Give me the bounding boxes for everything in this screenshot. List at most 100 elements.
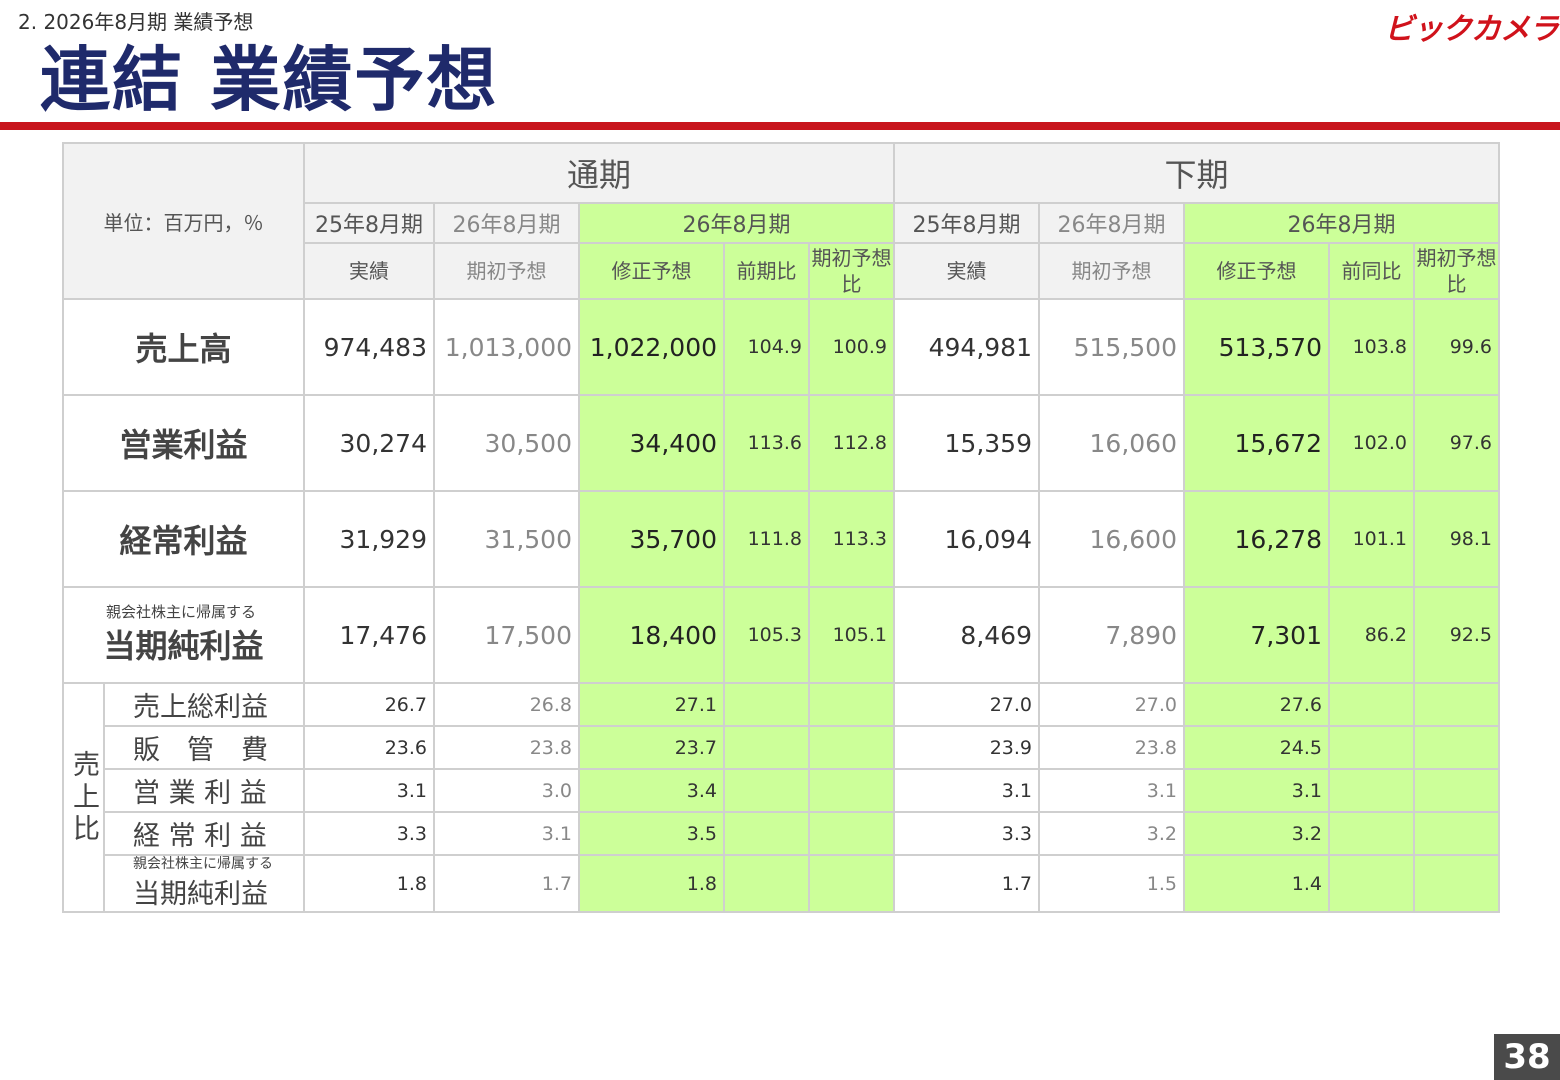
table-cell: 92.5 (1413, 586, 1500, 684)
column-header: 実績 (893, 242, 1040, 300)
table-cell: 8,469 (893, 586, 1040, 684)
table-cell (723, 725, 810, 770)
ratio-label-text: 営 業 利 益 (133, 778, 267, 809)
table-cell: 111.8 (723, 490, 810, 588)
ratio-label: 売上総利益 (103, 682, 305, 727)
table-cell: 31,929 (303, 490, 435, 588)
table-cell (723, 682, 810, 727)
year-header: 26年8月期 (578, 202, 895, 244)
table-cell: 3.5 (578, 811, 725, 856)
table-cell: 16,600 (1038, 490, 1185, 588)
year-header: 25年8月期 (893, 202, 1040, 244)
table-cell (1413, 682, 1500, 727)
table-cell: 27.6 (1183, 682, 1330, 727)
table-cell: 17,500 (433, 586, 580, 684)
ratio-label-text: 経 常 利 益 (133, 821, 267, 852)
table-cell (808, 811, 895, 856)
year-header: 26年8月期 (1183, 202, 1500, 244)
table-cell: 100.9 (808, 298, 895, 396)
table-cell (1328, 725, 1415, 770)
column-header: 前同比 (1328, 242, 1415, 300)
table-cell: 31,500 (433, 490, 580, 588)
table-cell (808, 725, 895, 770)
table-cell: 1.5 (1038, 854, 1185, 913)
table-cell: 3.2 (1038, 811, 1185, 856)
table-cell: 1.7 (433, 854, 580, 913)
ratio-label: 営 業 利 益 (103, 768, 305, 813)
table-cell (808, 768, 895, 813)
table-cell (1413, 725, 1500, 770)
ratio-row: 売上比 売上総利益 26.7 26.8 27.1 27.0 27.0 27.6 (62, 682, 1500, 913)
page-title: 連結 業績予想 (40, 39, 499, 121)
table-cell: 3.1 (433, 811, 580, 856)
row-label: 親会社株主に帰属する 当期純利益 (62, 586, 305, 684)
table-cell: 113.6 (723, 394, 810, 492)
table-cell: 23.7 (578, 725, 725, 770)
table-cell: 112.8 (808, 394, 895, 492)
ratio-label-prefix: 親会社株主に帰属する (133, 856, 273, 872)
page-number: 38 (1494, 1034, 1560, 1080)
table-cell (1328, 854, 1415, 913)
table-cell: 494,981 (893, 298, 1040, 396)
table-cell: 26.8 (433, 682, 580, 727)
table-cell: 105.1 (808, 586, 895, 684)
table-row: 営業利益 30,274 30,500 34,400 113.6 112.8 15,359 16… (62, 394, 1500, 492)
table-cell (1413, 768, 1500, 813)
column-header: 期初予想比 (808, 242, 895, 300)
year-header: 25年8月期 (303, 202, 435, 244)
table-cell: 7,301 (1183, 586, 1330, 684)
table-cell (1413, 811, 1500, 856)
table-cell: 7,890 (1038, 586, 1185, 684)
column-header: 期初予想 (433, 242, 580, 300)
table-cell: 15,672 (1183, 394, 1330, 492)
table-cell: 97.6 (1413, 394, 1500, 492)
table-cell: 16,060 (1038, 394, 1185, 492)
year-header: 26年8月期 (1038, 202, 1185, 244)
period-header-row: 単位：百万円，％ 通期 下期 (62, 142, 1500, 300)
table-cell: 16,278 (1183, 490, 1330, 588)
column-header-row: 実績 期初予想 修正予想 前期比 期初予想比 実績 期初予想 修正予想 前同比 期初予想比 (63, 242, 1500, 300)
company-logo: ビックカメラ (1384, 12, 1559, 47)
ratio-group-label: 売上比 (62, 682, 105, 913)
table-cell: 15,359 (893, 394, 1040, 492)
table-cell: 3.1 (893, 768, 1040, 813)
section-label: 2. 2026年8月期 業績予想 (18, 10, 254, 34)
ratio-row: 経 常 利 益 3.3 3.1 3.5 3.3 3.2 3.2 (63, 811, 1500, 856)
row-label: 営業利益 (62, 394, 305, 492)
table-cell: 1.4 (1183, 854, 1330, 913)
row-label: 売上高 (62, 298, 305, 396)
table-cell: 34,400 (578, 394, 725, 492)
table-cell: 1.8 (578, 854, 725, 913)
ratio-row: 販 管 費 23.6 23.8 23.7 23.9 23.8 24.5 (63, 725, 1500, 770)
row-label: 経常利益 (62, 490, 305, 588)
table-cell: 3.4 (578, 768, 725, 813)
year-header-row: 25年8月期 26年8月期 26年8月期 25年8月期 26年8月期 26年8月… (63, 202, 1500, 244)
table-cell: 18,400 (578, 586, 725, 684)
table-row: 親会社株主に帰属する 当期純利益 17,476 17,500 18,400 105.3 10… (62, 586, 1500, 684)
row-label-text: 営業利益 (119, 426, 248, 464)
table-cell: 1.8 (303, 854, 435, 913)
table-cell: 3.1 (303, 768, 435, 813)
column-header: 実績 (303, 242, 435, 300)
table-cell: 99.6 (1413, 298, 1500, 396)
table-cell (723, 811, 810, 856)
column-header: 期初予想 (1038, 242, 1185, 300)
table-cell (1413, 854, 1500, 913)
table-cell: 3.0 (433, 768, 580, 813)
table-row: 売上高 974,483 1,013,000 1,022,000 104.9 100.9 49… (62, 298, 1500, 396)
row-label-text: 売上高 (135, 330, 232, 368)
table-cell: 27.1 (578, 682, 725, 727)
table-row: 経常利益 31,929 31,500 35,700 111.8 113.3 16,094 16… (62, 490, 1500, 588)
year-header: 26年8月期 (433, 202, 580, 244)
table-cell: 3.3 (893, 811, 1040, 856)
table-cell (808, 682, 895, 727)
table-cell: 103.8 (1328, 298, 1415, 396)
title-divider (0, 122, 1560, 130)
table-cell: 104.9 (723, 298, 810, 396)
table-cell: 24.5 (1183, 725, 1330, 770)
table-cell (1328, 682, 1415, 727)
ratio-row: 営 業 利 益 3.1 3.0 3.4 3.1 3.1 3.1 (63, 768, 1500, 813)
table-cell: 101.1 (1328, 490, 1415, 588)
table-cell: 16,094 (893, 490, 1040, 588)
table-cell: 27.0 (893, 682, 1040, 727)
